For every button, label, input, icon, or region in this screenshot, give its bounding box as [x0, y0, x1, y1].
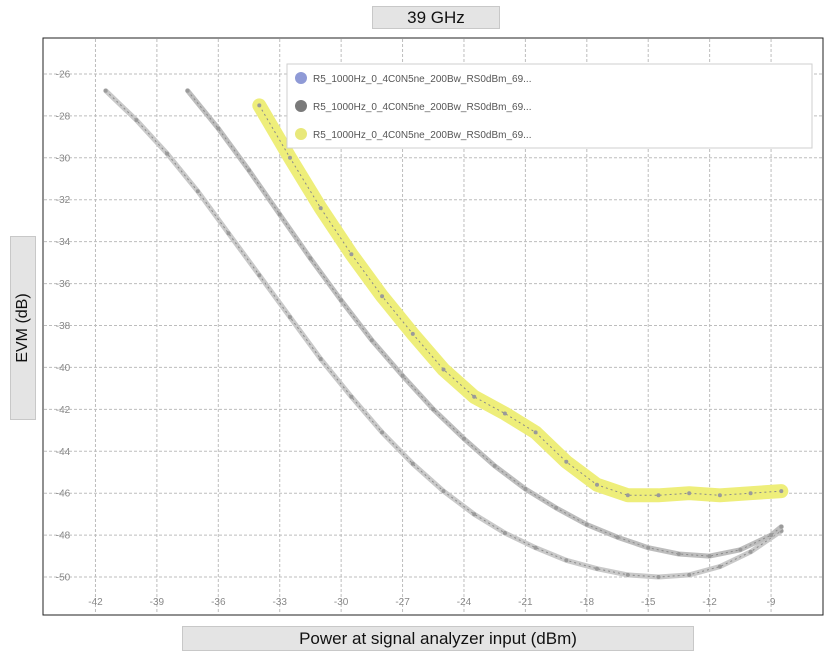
series-point — [502, 531, 507, 535]
chart-title: 39 GHz — [372, 6, 500, 29]
series-point — [441, 367, 446, 372]
series-point — [257, 273, 262, 278]
series-point — [380, 294, 385, 299]
x-tick-label: -36 — [211, 597, 226, 608]
x-tick-label: -39 — [150, 597, 165, 608]
series-point — [687, 572, 692, 577]
series-point — [533, 430, 538, 435]
series-point — [656, 493, 661, 498]
series-point — [676, 552, 681, 556]
series-point — [615, 535, 620, 540]
legend-marker — [295, 72, 307, 84]
y-tick-label: -34 — [56, 237, 71, 248]
series-point — [308, 256, 313, 261]
series-point — [247, 168, 251, 173]
series-point — [707, 554, 712, 559]
series-point — [595, 482, 599, 487]
y-tick-label: -46 — [56, 489, 71, 500]
y-tick-label: -42 — [56, 405, 71, 416]
y-tick-label: -44 — [56, 447, 71, 458]
series-point — [288, 155, 292, 160]
x-tick-label: -30 — [334, 597, 349, 608]
x-tick-label: -27 — [395, 597, 410, 608]
series-point — [554, 505, 559, 510]
series-point — [717, 493, 722, 498]
series-point — [779, 524, 784, 529]
legend-entry-label: R5_1000Hz_0_4C0N5ne_200Bw_RS0dBm_69... — [313, 130, 531, 141]
x-tick-label: -15 — [641, 597, 656, 608]
y-tick-label: -50 — [56, 573, 71, 584]
series-point — [288, 315, 292, 320]
x-tick-label: -24 — [457, 597, 472, 608]
series-point — [523, 487, 528, 491]
series-point — [769, 533, 774, 538]
series-point — [625, 572, 630, 577]
y-tick-label: -40 — [56, 363, 71, 374]
y-tick-label: -36 — [56, 279, 71, 290]
y-tick-label: -28 — [56, 111, 71, 122]
y-tick-label: -38 — [56, 321, 71, 332]
series-point — [400, 373, 405, 378]
series-point — [502, 411, 507, 416]
series-point — [492, 463, 497, 468]
series-line-core — [258, 105, 782, 496]
series-point — [349, 252, 354, 257]
series-point — [103, 88, 108, 93]
x-axis-label: Power at signal analyzer input (dBm) — [182, 626, 694, 651]
series-point — [195, 189, 200, 194]
x-tick-label: -12 — [702, 597, 717, 608]
series-point — [226, 231, 231, 236]
series-point — [410, 331, 415, 336]
legend-box — [286, 63, 813, 149]
series-point — [462, 436, 466, 441]
y-tick-label: -30 — [56, 153, 71, 164]
series-point — [185, 88, 190, 93]
series-point — [216, 126, 221, 131]
series-point — [748, 491, 753, 496]
series-point — [134, 118, 139, 123]
series-point — [584, 522, 589, 527]
series-point — [625, 493, 630, 498]
series-point — [656, 575, 661, 579]
series-point — [646, 545, 651, 550]
series-point — [564, 558, 569, 563]
series-point — [472, 394, 477, 399]
series-point — [165, 151, 170, 156]
series-point — [738, 547, 743, 552]
series-point — [318, 357, 323, 361]
series-point — [349, 394, 354, 399]
legend-marker — [295, 128, 307, 140]
series-point — [472, 512, 477, 517]
series-point — [748, 549, 753, 554]
x-tick-label: -42 — [88, 597, 103, 608]
legend-entry-label: R5_1000Hz_0_4C0N5ne_200Bw_RS0dBm_69... — [313, 74, 531, 85]
series-point — [717, 564, 722, 569]
x-tick-label: -33 — [272, 597, 287, 608]
series-point — [380, 430, 385, 435]
y-tick-label: -26 — [56, 69, 71, 80]
series-point — [687, 491, 692, 496]
y-axis-label: EVM (dB) — [10, 236, 36, 420]
series-point — [257, 103, 262, 108]
series-point — [369, 338, 374, 343]
legend-marker — [295, 100, 307, 112]
x-tick-label: -18 — [580, 597, 595, 608]
series-point — [410, 461, 415, 466]
series-point — [564, 459, 569, 464]
y-tick-label: -48 — [56, 531, 71, 542]
series-point — [595, 566, 599, 571]
y-tick-label: -32 — [56, 195, 71, 206]
series-point — [779, 489, 784, 494]
x-tick-label: -21 — [518, 597, 533, 608]
series-point — [441, 489, 446, 494]
x-tick-label: -9 — [767, 597, 776, 608]
legend-entry-label: R5_1000Hz_0_4C0N5ne_200Bw_RS0dBm_69... — [313, 102, 531, 113]
series-point — [533, 545, 538, 550]
series-point — [431, 407, 436, 412]
series-point — [339, 298, 344, 303]
series-point — [277, 212, 282, 217]
series-point — [318, 206, 323, 211]
